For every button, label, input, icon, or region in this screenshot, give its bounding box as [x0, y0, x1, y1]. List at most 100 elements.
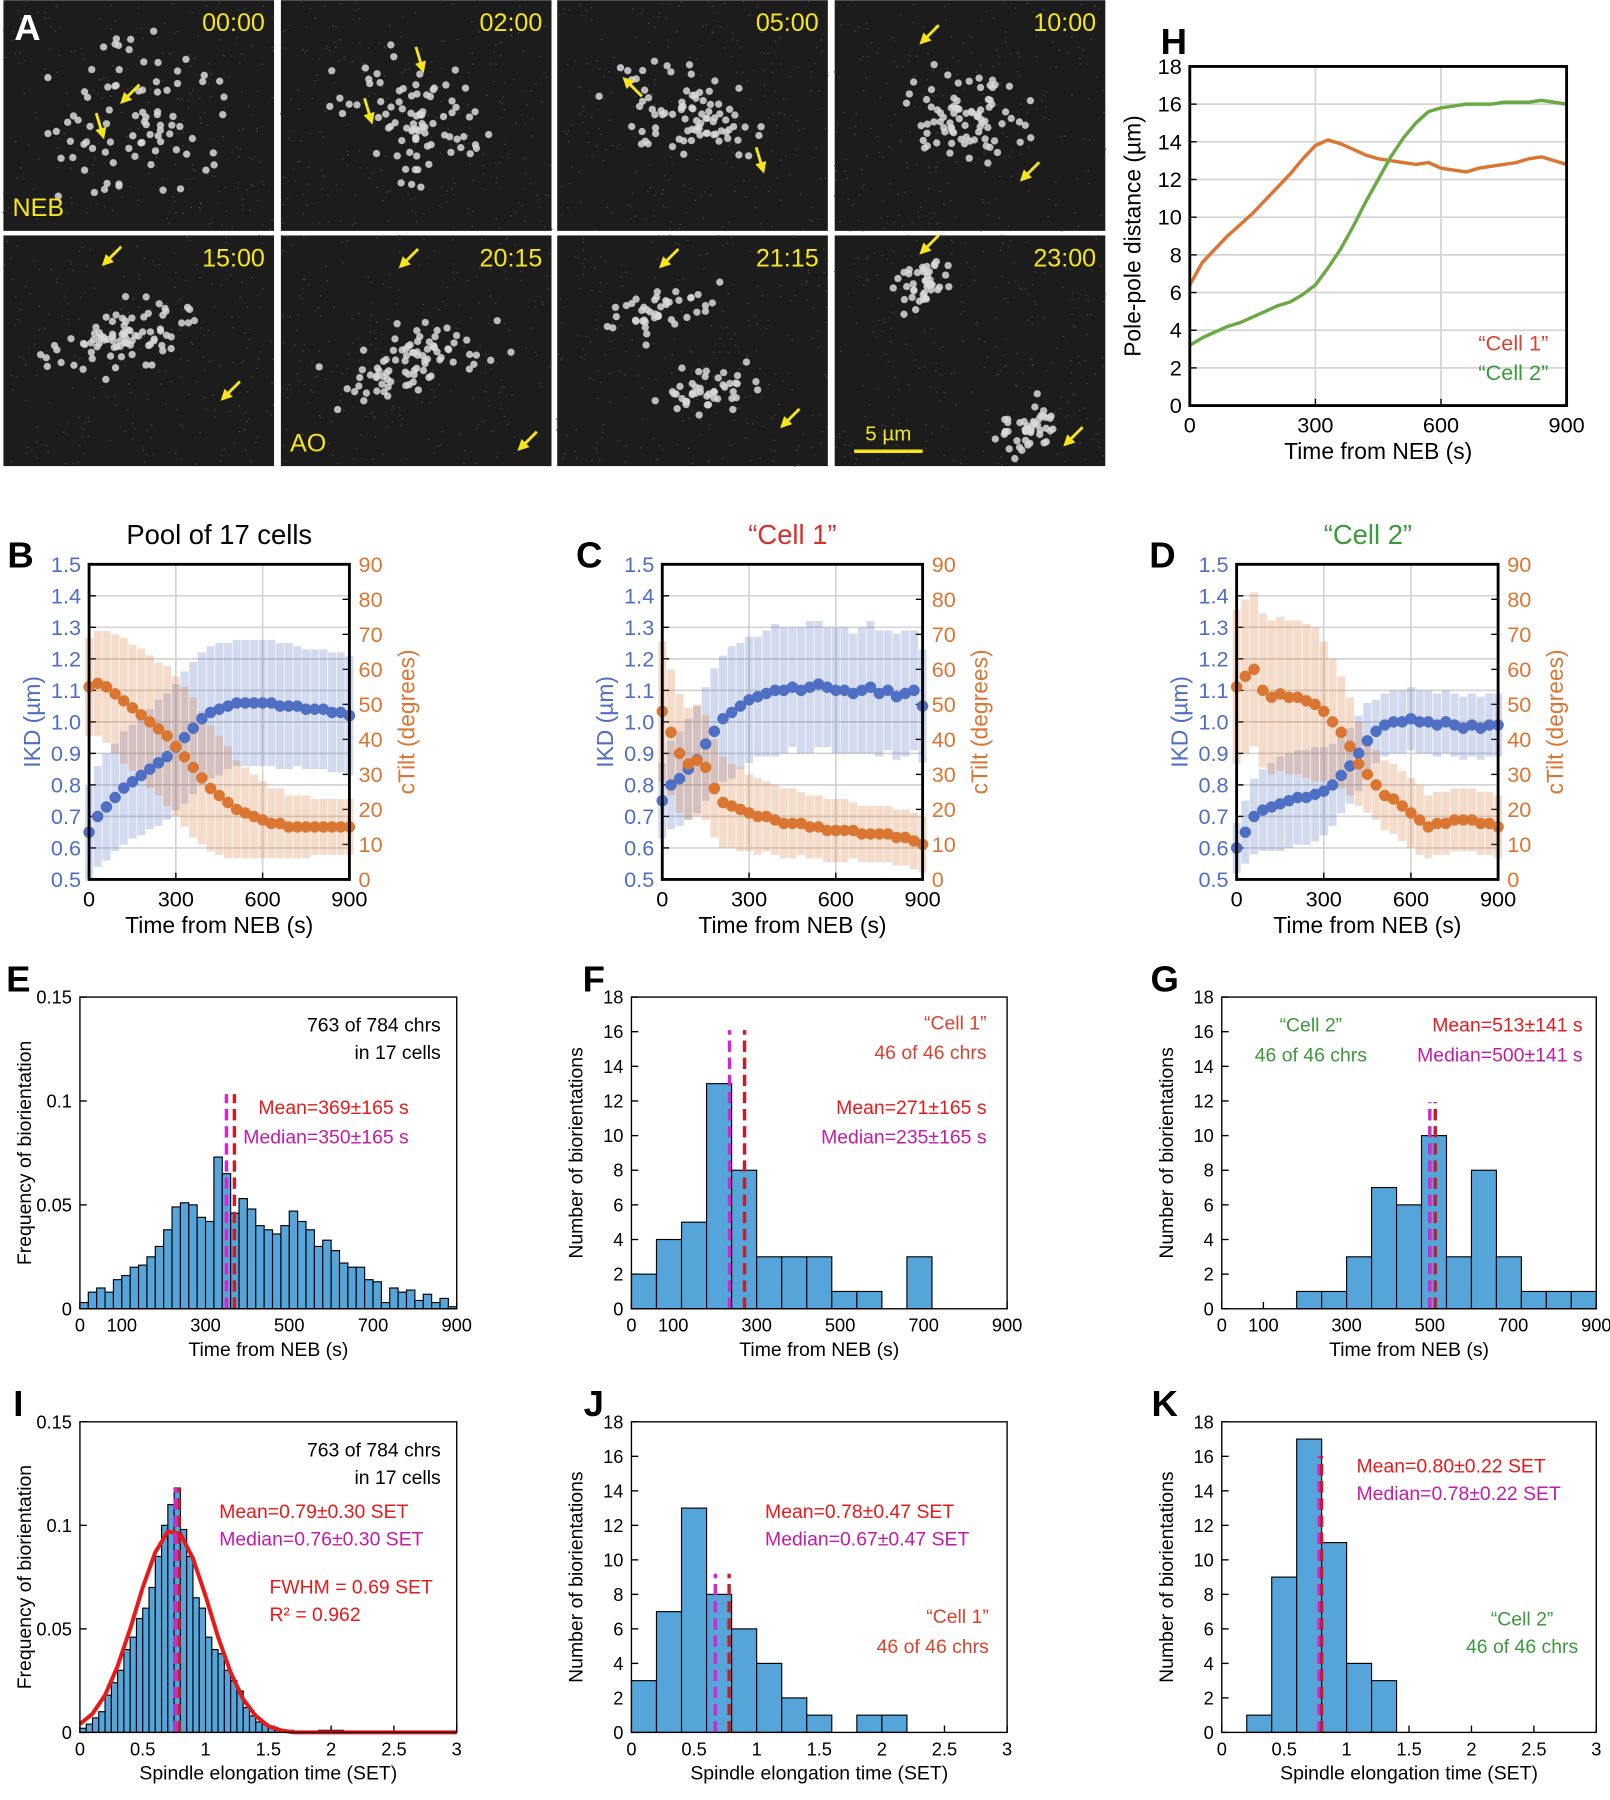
- noise: [545, 194, 547, 196]
- chromosome: [994, 149, 1001, 156]
- x-tick-label: 600: [818, 886, 854, 911]
- noise: [999, 56, 1001, 58]
- noise: [511, 356, 513, 358]
- noise: [599, 134, 601, 136]
- x-tick-label: 900: [442, 1315, 472, 1336]
- y-tick-label: 1.1: [1198, 678, 1228, 703]
- noise: [717, 21, 719, 23]
- noise: [596, 452, 598, 454]
- bar: [807, 1715, 832, 1732]
- chromosome: [210, 149, 217, 156]
- y-axis-label: Frequency of biorientation: [14, 1041, 36, 1265]
- noise: [981, 20, 983, 22]
- noise: [597, 370, 599, 372]
- noise: [146, 393, 148, 395]
- y2-tick-label: 40: [359, 727, 383, 752]
- noise: [1017, 71, 1019, 73]
- noise: [237, 182, 239, 184]
- noise: [853, 203, 855, 205]
- noise: [483, 174, 485, 176]
- chromosome: [1006, 445, 1013, 452]
- noise: [1019, 56, 1021, 58]
- chromosome: [689, 380, 696, 387]
- noise: [934, 25, 936, 27]
- noise: [297, 89, 299, 91]
- noise: [1104, 293, 1106, 295]
- noise: [976, 322, 978, 324]
- chromosome: [705, 390, 712, 397]
- chart: 0.50.60.70.80.91.01.11.21.31.41.50102030…: [1149, 519, 1568, 938]
- noise: [908, 167, 910, 169]
- noise: [823, 248, 825, 250]
- noise: [400, 36, 402, 38]
- noise: [133, 42, 135, 44]
- y-tick-label: 1.5: [51, 552, 81, 577]
- noise: [287, 198, 289, 200]
- noise: [867, 280, 869, 282]
- chromosome: [450, 339, 457, 346]
- chromosome: [988, 101, 995, 108]
- chromosome: [57, 155, 64, 162]
- x-tick-label: 600: [245, 886, 281, 911]
- noise: [745, 419, 747, 421]
- noise: [260, 351, 262, 353]
- noise: [1017, 111, 1019, 113]
- chromosome: [942, 271, 949, 278]
- x-tick-label: 300: [190, 1315, 220, 1336]
- tile-note: NEB: [13, 194, 65, 222]
- x-tick-label: 0: [75, 1315, 85, 1336]
- noise: [353, 406, 355, 408]
- noise: [599, 282, 601, 284]
- noise: [294, 180, 296, 182]
- noise: [741, 71, 743, 73]
- noise: [536, 195, 538, 197]
- noise: [70, 167, 72, 169]
- y-tick-label: 0.5: [624, 867, 654, 892]
- noise: [300, 140, 302, 142]
- chromosome: [395, 98, 402, 105]
- noise: [78, 358, 80, 360]
- chromosome: [216, 78, 223, 85]
- noise: [694, 102, 696, 104]
- chromosome: [452, 66, 459, 73]
- noise: [943, 203, 945, 205]
- noise: [176, 98, 178, 100]
- noise: [284, 177, 286, 179]
- chart-title: “Cell 2”: [1324, 519, 1412, 550]
- noise: [844, 170, 846, 172]
- chromosome: [688, 126, 695, 133]
- noise: [839, 433, 841, 435]
- noise: [876, 274, 878, 276]
- noise: [309, 8, 311, 10]
- chromosome: [642, 341, 649, 348]
- annotation: 46 of 46 chrs: [874, 1042, 986, 1064]
- noise: [3, 212, 5, 214]
- noise: [25, 286, 27, 288]
- noise: [584, 266, 586, 268]
- bar: [314, 1246, 322, 1308]
- noise: [744, 396, 746, 398]
- noise: [949, 276, 951, 278]
- noise: [687, 240, 689, 242]
- noise: [450, 390, 452, 392]
- noise: [659, 445, 661, 447]
- chromosome: [346, 101, 353, 108]
- noise: [411, 210, 413, 212]
- noise: [269, 229, 271, 231]
- noise: [610, 341, 612, 343]
- chart: 00.050.10.1500.511.522.53Spindle elongat…: [13, 1383, 462, 1784]
- chromosome: [923, 263, 930, 270]
- chromosome: [422, 319, 429, 326]
- noise: [718, 302, 720, 304]
- noise: [812, 337, 814, 339]
- noise: [431, 389, 433, 391]
- y-tick-label: 0.9: [1198, 741, 1228, 766]
- noise: [1071, 298, 1073, 300]
- noise: [624, 374, 626, 376]
- noise: [651, 93, 653, 95]
- chromosome: [681, 115, 688, 122]
- chart: 0246810121416180100300500700900Time from…: [566, 958, 1023, 1361]
- noise: [143, 335, 145, 337]
- noise: [258, 235, 260, 237]
- noise: [304, 279, 306, 281]
